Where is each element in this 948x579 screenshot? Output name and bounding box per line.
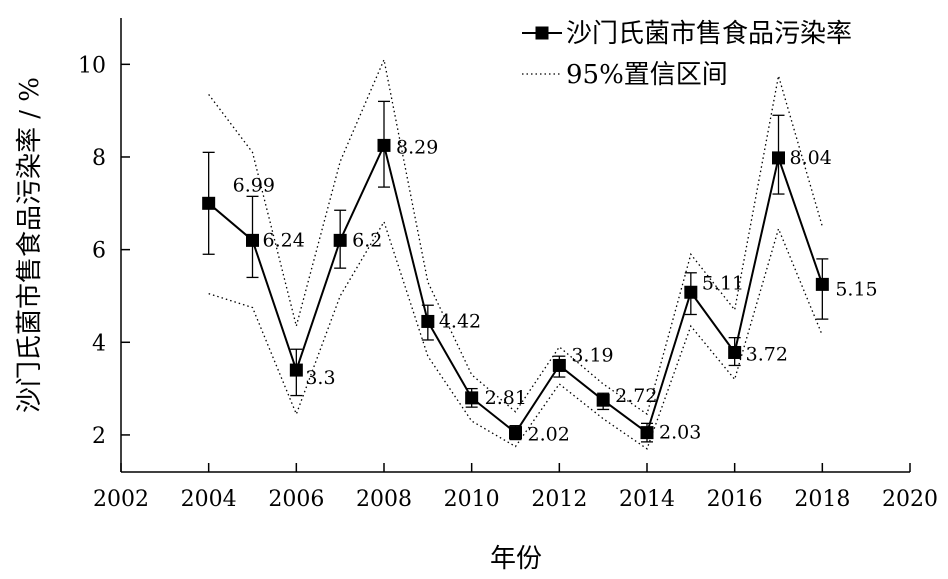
data-point bbox=[596, 393, 610, 407]
data-label: 6.2 bbox=[352, 229, 382, 251]
series-rate bbox=[202, 100, 829, 443]
x-tick-label: 2002 bbox=[93, 487, 149, 512]
data-point bbox=[728, 345, 742, 359]
data-point bbox=[377, 138, 391, 152]
x-tick-label: 2006 bbox=[268, 487, 324, 512]
legend-marker-rate bbox=[535, 26, 549, 40]
data-label: 3.19 bbox=[571, 344, 613, 366]
y-tick-label: 6 bbox=[92, 239, 106, 264]
data-point bbox=[640, 426, 654, 440]
legend: 沙门氏菌市售食品污染率 95%置信区间 bbox=[522, 19, 852, 90]
y-axis-title: 沙门氏菌市售食品污染率 / % bbox=[15, 77, 45, 413]
data-point bbox=[815, 277, 829, 291]
y-tick-label: 2 bbox=[92, 424, 106, 449]
data-label: 6.99 bbox=[233, 174, 275, 196]
y-tick-label: 4 bbox=[92, 331, 106, 356]
data-point bbox=[684, 285, 698, 299]
data-point bbox=[202, 196, 216, 210]
x-tick-label: 2010 bbox=[444, 487, 500, 512]
data-label: 4.42 bbox=[439, 310, 481, 332]
data-labels: 6.99 6.24 3.3 6.2 8.29 4.42 2.812.02 3.192.722.… bbox=[233, 136, 878, 445]
data-label: 2.03 bbox=[659, 422, 701, 444]
data-label: 8.04 bbox=[790, 147, 832, 169]
data-point bbox=[552, 358, 566, 372]
data-label: 2.72 bbox=[615, 385, 657, 407]
data-label: 5.11 bbox=[702, 272, 744, 294]
x-tick-label: 2018 bbox=[794, 487, 850, 512]
data-point bbox=[465, 391, 479, 405]
data-point bbox=[289, 363, 303, 377]
data-label: 2.02 bbox=[528, 424, 570, 446]
data-label: 2.81 bbox=[485, 387, 527, 409]
confidence-interval-lines bbox=[208, 57, 823, 450]
data-label: 3.72 bbox=[746, 343, 788, 365]
axes: 2002 2004 2006 2008 2010 2012 2014 2016 2018 2020… bbox=[78, 18, 938, 512]
data-label: 3.3 bbox=[305, 367, 335, 389]
data-label: 8.29 bbox=[396, 136, 438, 158]
y-tick-label: 10 bbox=[78, 53, 106, 78]
y-tick-label: 8 bbox=[92, 146, 106, 171]
data-point bbox=[772, 151, 785, 165]
ci-upper-line bbox=[208, 57, 823, 416]
legend-label-ci: 95%置信区间 bbox=[566, 60, 728, 90]
x-tick-label: 2020 bbox=[882, 487, 938, 512]
data-label: 5.15 bbox=[835, 278, 877, 300]
legend-label-rate: 沙门氏菌市售食品污染率 bbox=[566, 19, 852, 49]
data-point bbox=[333, 233, 347, 247]
x-axis-title: 年份 bbox=[490, 544, 542, 574]
data-point bbox=[246, 233, 259, 247]
ci-lower-line bbox=[208, 220, 823, 450]
x-tick-label: 2012 bbox=[531, 487, 587, 512]
x-tick-label: 2016 bbox=[707, 487, 763, 512]
data-label: 6.24 bbox=[263, 229, 305, 251]
data-point bbox=[421, 314, 435, 328]
x-tick-label: 2004 bbox=[181, 487, 237, 512]
data-point bbox=[509, 426, 522, 440]
x-tick-label: 2014 bbox=[619, 487, 675, 512]
x-tick-label: 2008 bbox=[356, 487, 412, 512]
